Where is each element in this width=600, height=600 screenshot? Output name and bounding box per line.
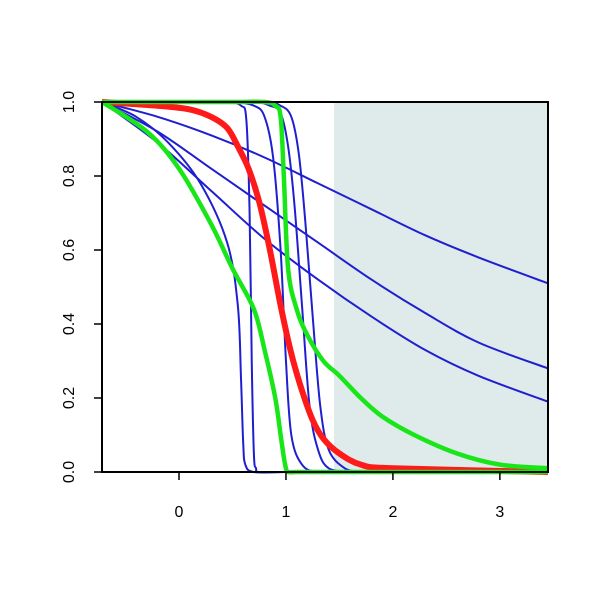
series-line-blue-5 bbox=[102, 100, 341, 474]
y-tick-label: 1.0 bbox=[61, 91, 78, 113]
series-line-blue-3 bbox=[102, 101, 548, 403]
y-tick-label: 0.8 bbox=[61, 165, 78, 187]
x-tick-label: 2 bbox=[388, 504, 397, 521]
series-line-blue-1 bbox=[102, 101, 548, 285]
plot-frame bbox=[101, 101, 549, 473]
y-tick-label: 0.6 bbox=[61, 239, 78, 261]
axes-layer: 0 1 2 3 0.0 0.2 0.4 0.6 0.8 1.0 bbox=[61, 91, 549, 521]
series-line-blue-4 bbox=[102, 101, 341, 474]
x-tick-label: 0 bbox=[175, 504, 184, 521]
y-tick-label: 0.2 bbox=[61, 387, 78, 409]
series-line-red-9 bbox=[102, 99, 548, 475]
shaded-region-layer bbox=[334, 102, 548, 472]
x-tick-label: 3 bbox=[495, 504, 504, 521]
series-line-blue-2 bbox=[102, 101, 548, 370]
y-tick-label: 0.0 bbox=[61, 461, 78, 483]
y-tick-label: 0.4 bbox=[61, 313, 78, 335]
shaded-region bbox=[334, 102, 548, 472]
x-tick-label: 1 bbox=[282, 504, 291, 521]
series-line-blue-8 bbox=[102, 100, 362, 473]
